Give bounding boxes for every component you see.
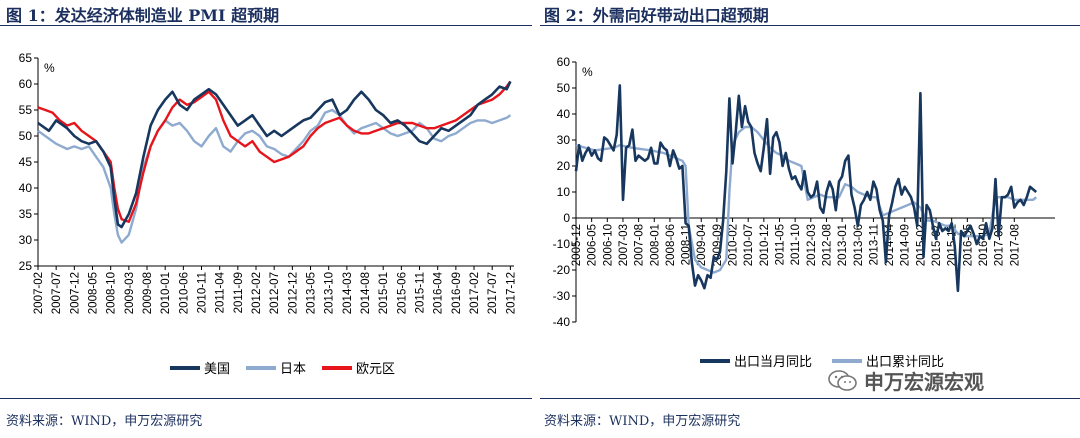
right-y-tick-label: -30 <box>553 289 571 303</box>
right-x-tick-label: 2011-05 <box>774 224 786 265</box>
right-source-rule <box>540 398 1080 399</box>
left-series-line <box>37 108 512 244</box>
left-x-tick-label: 2014-03 <box>342 272 354 314</box>
right-series-line <box>574 84 1038 293</box>
right-legend-label: 出口当月同比 <box>734 354 812 369</box>
left-x-tick-label: 2008-10 <box>106 272 118 314</box>
right-source: 资料来源：WIND，申万宏源研究 <box>544 414 741 429</box>
right-y-tick-label: 40 <box>557 107 571 121</box>
right-x-tick-label: 2013-11 <box>868 224 880 265</box>
right-x-tick-label: 2006-05 <box>587 224 599 266</box>
left-x-tick-label: 2008-05 <box>88 272 100 314</box>
left-x-tick-label: 2010-11 <box>197 272 209 313</box>
left-y-tick-label: 50 <box>19 129 33 143</box>
left-x-tick-label: 2016-09 <box>451 272 463 314</box>
left-x-tick-label: 2007-12 <box>69 272 81 314</box>
right-x-tick-label: 2012-03 <box>806 224 818 266</box>
right-y-tick-label: 60 <box>557 55 571 69</box>
left-series-line <box>37 80 512 229</box>
watermark-text: 申万宏源宏观 <box>864 370 984 394</box>
left-x-tick-label: 2016-04 <box>433 271 445 314</box>
right-x-tick-label: 2013-06 <box>853 224 865 266</box>
right-x-tick-label: 2006-10 <box>602 224 614 266</box>
left-pmi-chart: 25 30 35 40 45 50 55 60 65% 2007-02 2007-07 2007-12… <box>19 51 518 376</box>
right-legend-label: 出口累计同比 <box>866 354 944 369</box>
left-y-tick-label: 45 <box>19 155 33 169</box>
left-x-tick-label: 2015-01 <box>378 272 390 314</box>
right-x-tick-label: 2008-01 <box>649 224 661 266</box>
left-y-tick-label: 35 <box>19 207 33 221</box>
right-x-tick-label: 2012-08 <box>821 224 833 266</box>
right-title-rule <box>540 25 1080 26</box>
right-x-tick-label: 2017-08 <box>1009 224 1021 266</box>
left-x-tick-label: 2013-10 <box>324 272 336 314</box>
left-unit-label: % <box>44 61 55 75</box>
right-x-tick-label: 2008-06 <box>665 224 677 266</box>
right-y-tick-label: -20 <box>553 263 571 277</box>
left-y-tick-label: 25 <box>19 259 33 273</box>
right-y-tick-label: -40 <box>553 315 571 329</box>
wechat-watermark: 申万宏源宏观 <box>828 366 984 395</box>
left-title-rule <box>0 25 532 26</box>
right-x-tick-label: 2010-07 <box>743 224 755 266</box>
right-x-tick-label: 2017-03 <box>994 224 1006 266</box>
right-x-tick-label: 2014-09 <box>900 224 912 266</box>
right-y-tick-label: 0 <box>563 211 570 225</box>
left-x-tick-label: 2013-05 <box>306 272 318 314</box>
left-x-tick-label: 2015-06 <box>396 272 408 314</box>
right-x-tick-label: 2009-04 <box>696 223 708 266</box>
left-x-tick-label: 2012-07 <box>269 272 281 314</box>
right-y-tick-label: 10 <box>557 185 571 199</box>
right-x-tick-label: 2010-12 <box>759 224 771 266</box>
right-export-chart: -40 -30 -20 -10 0 10 20 30 40 50 60% 2005-12 2006-05… <box>553 55 1055 369</box>
left-source-rule <box>0 398 532 399</box>
right-y-tick-label: -10 <box>553 237 571 251</box>
right-x-tick-label: 2007-08 <box>634 224 646 266</box>
wechat-icon <box>828 369 857 391</box>
left-y-tick-label: 30 <box>19 233 33 247</box>
left-x-tick-label: 2010-06 <box>178 272 190 314</box>
left-series-line <box>37 80 512 223</box>
right-x-tick-label: 2005-12 <box>571 224 583 266</box>
left-x-tick-label: 2007-02 <box>33 272 45 314</box>
left-x-tick-label: 2015-11 <box>415 272 427 313</box>
left-legend-label: 美国 <box>204 361 230 376</box>
left-x-tick-label: 2012-02 <box>251 272 263 314</box>
right-y-tick-label: 20 <box>557 159 571 173</box>
left-x-tick-label: 2009-08 <box>142 272 154 314</box>
left-x-tick-label: 2012-12 <box>287 272 299 314</box>
right-x-tick-label: 2011-10 <box>790 224 802 265</box>
right-y-tick-label: 50 <box>557 81 571 95</box>
left-x-tick-label: 2007-07 <box>51 272 63 314</box>
left-x-tick-label: 2011-09 <box>233 272 245 313</box>
left-y-tick-label: 55 <box>19 103 33 117</box>
right-x-tick-label: 2013-01 <box>837 224 849 266</box>
left-y-tick-label: 60 <box>19 77 33 91</box>
left-x-tick-label: 2009-03 <box>124 272 136 314</box>
left-chart-title: 图 1：发达经济体制造业 PMI 超预期 <box>6 6 280 25</box>
left-legend-label: 日本 <box>280 361 306 376</box>
left-x-tick-label: 2017-12 <box>505 272 517 314</box>
right-x-tick-label: 2007-03 <box>618 224 630 266</box>
left-source: 资料来源：WIND，申万宏源研究 <box>6 414 203 429</box>
left-x-tick-label: 2011-04 <box>215 271 227 313</box>
right-x-tick-label: 2010-02 <box>728 224 740 266</box>
left-y-tick-label: 65 <box>19 51 33 65</box>
right-y-tick-label: 30 <box>557 133 571 147</box>
left-x-tick-label: 2017-07 <box>487 272 499 314</box>
left-x-tick-label: 2010-01 <box>160 272 172 314</box>
left-y-tick-label: 40 <box>19 181 33 195</box>
left-legend-label: 欧元区 <box>356 361 395 376</box>
right-unit-label: % <box>582 65 593 79</box>
left-x-tick-label: 2014-08 <box>360 272 372 314</box>
left-x-tick-label: 2017-02 <box>469 272 481 314</box>
right-chart-title: 图 2：外需向好带动出口超预期 <box>544 6 769 25</box>
